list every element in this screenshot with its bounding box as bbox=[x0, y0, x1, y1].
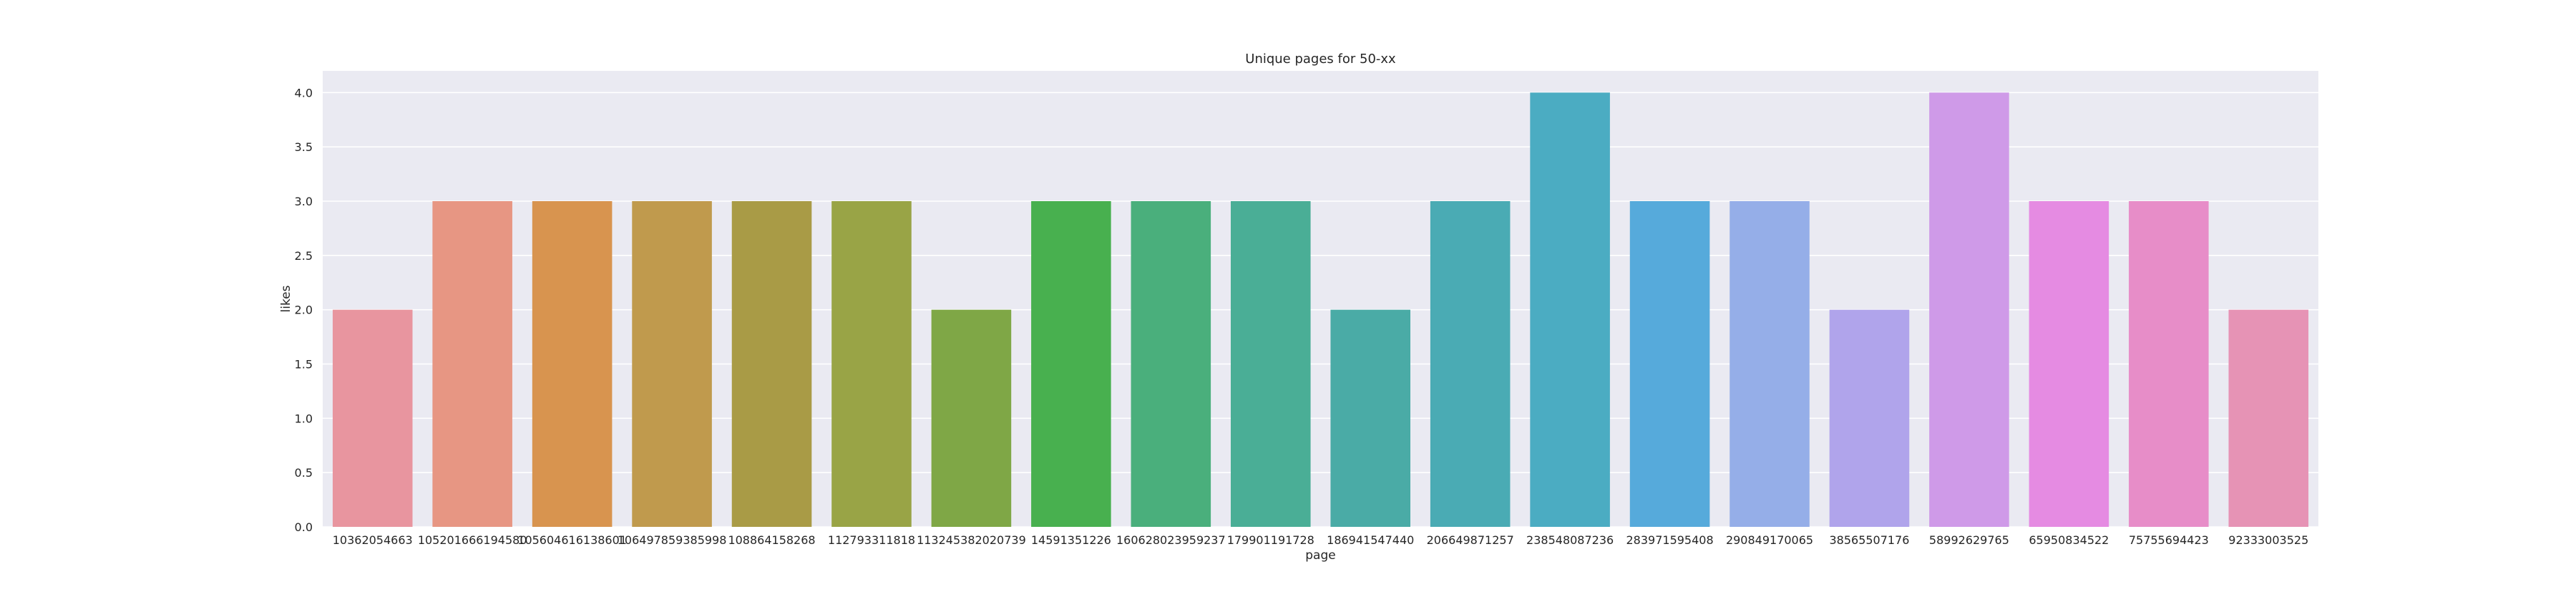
x-tick-label: 105604616138601 bbox=[517, 533, 627, 547]
y-axis-ticks: 0.0 0.5 1.0 1.5 2.0 2.5 3.0 3.5 4.0 bbox=[295, 86, 313, 534]
x-axis-label: page bbox=[1305, 548, 1335, 563]
chart-title: Unique pages for 50-xx bbox=[1245, 52, 1396, 67]
y-tick-label: 1.0 bbox=[295, 412, 313, 425]
bars bbox=[332, 92, 2309, 528]
bar bbox=[931, 309, 1012, 527]
bar bbox=[2029, 201, 2109, 527]
x-tick-label: 92333003525 bbox=[2228, 533, 2308, 547]
x-tick-label: 283971595408 bbox=[1626, 533, 1713, 547]
y-tick-label: 2.0 bbox=[295, 304, 313, 317]
bar bbox=[332, 309, 413, 527]
y-tick-label: 1.5 bbox=[295, 358, 313, 372]
x-tick-label: 38565507176 bbox=[1829, 533, 1909, 547]
bar bbox=[1031, 201, 1111, 527]
x-tick-label: 105201666194580 bbox=[418, 533, 527, 547]
x-tick-label: 186941547440 bbox=[1327, 533, 1414, 547]
x-tick-label: 290849170065 bbox=[1726, 533, 1813, 547]
y-axis-label: likes bbox=[279, 285, 293, 312]
y-tick-label: 0.5 bbox=[295, 466, 313, 480]
bar bbox=[432, 201, 512, 527]
x-tick-label: 160628023959237 bbox=[1116, 533, 1226, 547]
x-tick-label: 75755694423 bbox=[2129, 533, 2209, 547]
x-tick-label: 112793311818 bbox=[828, 533, 915, 547]
bar bbox=[1629, 201, 1710, 527]
bar bbox=[1929, 92, 2009, 528]
x-tick-label: 179901191728 bbox=[1227, 533, 1314, 547]
bar bbox=[1330, 309, 1411, 527]
bar bbox=[1430, 201, 1511, 527]
bar bbox=[831, 201, 912, 527]
x-tick-label: 106497859385998 bbox=[618, 533, 727, 547]
bar bbox=[1230, 201, 1311, 527]
x-tick-label: 108864158268 bbox=[728, 533, 815, 547]
x-tick-label: 113245382020739 bbox=[917, 533, 1026, 547]
y-tick-label: 0.0 bbox=[295, 520, 313, 534]
x-tick-label: 14591351226 bbox=[1031, 533, 1111, 547]
bar bbox=[2228, 309, 2309, 527]
bar bbox=[731, 201, 812, 527]
plot-background bbox=[323, 71, 2318, 527]
bar bbox=[532, 201, 613, 527]
x-axis-ticks: 10362054663 10520166619458010560461613860… bbox=[333, 533, 2309, 547]
y-tick-label: 3.0 bbox=[295, 195, 313, 208]
y-tick-label: 2.5 bbox=[295, 249, 313, 263]
x-tick-label: 58992629765 bbox=[1929, 533, 2009, 547]
y-tick-label: 3.5 bbox=[295, 140, 313, 154]
bar bbox=[1829, 309, 1910, 527]
x-tick-label: 65950834522 bbox=[2029, 533, 2109, 547]
bar bbox=[632, 201, 712, 527]
x-tick-label: 10362054663 bbox=[333, 533, 413, 547]
bar bbox=[2129, 201, 2209, 527]
bar bbox=[1530, 92, 1610, 528]
y-tick-label: 4.0 bbox=[295, 86, 313, 100]
bar bbox=[1131, 201, 1211, 527]
bar bbox=[1729, 201, 1810, 527]
x-tick-label: 238548087236 bbox=[1526, 533, 1614, 547]
x-tick-label: 206649871257 bbox=[1427, 533, 1514, 547]
